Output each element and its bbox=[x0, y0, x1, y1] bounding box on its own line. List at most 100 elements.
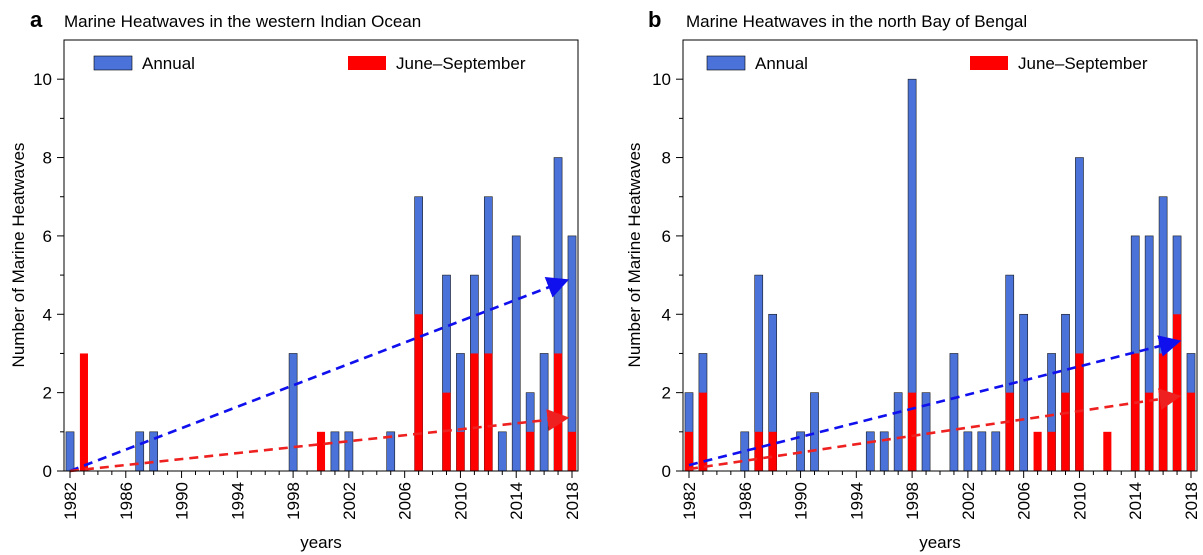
x-tick-label: 2014 bbox=[1126, 482, 1145, 520]
bar-annual-2003 bbox=[977, 431, 987, 472]
bar-annual-2002 bbox=[344, 431, 354, 472]
bar-june-september-1988 bbox=[768, 431, 777, 471]
y-axis-label: Number of Marine Heatwaves bbox=[625, 143, 644, 368]
y-tick-label: 0 bbox=[662, 462, 671, 481]
legend-label-annual: Annual bbox=[755, 54, 808, 73]
legend-swatch-june-september bbox=[970, 56, 1008, 70]
bar-annual-1996 bbox=[879, 431, 889, 472]
x-tick-label: 1998 bbox=[903, 482, 922, 520]
trend-line-annual bbox=[688, 335, 1182, 467]
legend: Annual June–September bbox=[706, 54, 1148, 73]
bar-annual-2002 bbox=[963, 431, 973, 472]
bar-june-september-2011 bbox=[470, 353, 479, 471]
x-tick-label: 2002 bbox=[340, 482, 359, 520]
y-ticks: 0 2 4 6 8 10 bbox=[652, 70, 683, 481]
bar-annual-2004 bbox=[991, 431, 1001, 472]
bar-june-september-2008 bbox=[1047, 431, 1056, 471]
legend-label-june-september: June–September bbox=[396, 54, 526, 73]
bar-june-september-2009 bbox=[1061, 392, 1070, 471]
legend-swatch-june-september bbox=[348, 56, 386, 70]
y-axis-label: Number of Marine Heatwaves bbox=[9, 143, 28, 368]
bar-june-september-1982 bbox=[684, 431, 694, 471]
trend-line-june-september bbox=[69, 409, 570, 473]
panel-label: a bbox=[30, 7, 43, 32]
bar-annual-2014 bbox=[511, 235, 521, 472]
trend-lines bbox=[688, 335, 1182, 471]
x-tick-label: 1998 bbox=[284, 482, 303, 520]
legend: Annual June–September bbox=[93, 54, 526, 73]
bar-june-september-1987 bbox=[754, 431, 763, 471]
bar-june-september-2012 bbox=[1103, 431, 1112, 471]
bar-june-september-2014 bbox=[1131, 353, 1140, 471]
panel-b: b Marine Heatwaves in the north Bay of B… bbox=[625, 7, 1201, 552]
trend-lines bbox=[69, 277, 570, 473]
x-tick-label: 1986 bbox=[117, 482, 136, 520]
x-tick-label: 2006 bbox=[1015, 482, 1034, 520]
bar-june-september-2017 bbox=[554, 353, 563, 471]
y-tick-label: 6 bbox=[662, 227, 671, 246]
bar-june-september-2007 bbox=[414, 314, 423, 471]
bar-june-september-2018 bbox=[1186, 392, 1196, 471]
bar-june-september-2005 bbox=[1005, 392, 1014, 471]
bar-annual-1982 bbox=[65, 431, 75, 472]
x-tick-label: 1982 bbox=[680, 482, 699, 520]
x-tick-label: 2014 bbox=[507, 482, 526, 520]
bar-june-september-1983 bbox=[79, 353, 88, 471]
x-tick-label: 1982 bbox=[61, 482, 80, 520]
y-tick-label: 8 bbox=[662, 149, 671, 168]
bar-june-september-2015 bbox=[526, 431, 535, 471]
bar-annual-2013 bbox=[497, 431, 507, 472]
bar-june-september-2000 bbox=[316, 431, 326, 471]
bar-june-september-2018 bbox=[567, 431, 577, 471]
trend-line-annual bbox=[69, 277, 570, 473]
x-tick-label: 2018 bbox=[1182, 482, 1201, 520]
legend-label-june-september: June–September bbox=[1018, 54, 1148, 73]
legend-swatch-annual bbox=[706, 55, 746, 71]
y-tick-label: 6 bbox=[43, 227, 52, 246]
annual-bars bbox=[684, 78, 1196, 472]
bar-june-september-1983 bbox=[698, 392, 707, 471]
x-tick-label: 1990 bbox=[173, 482, 192, 520]
x-tick-label: 1986 bbox=[736, 482, 755, 520]
bar-annual-2006 bbox=[1019, 313, 1029, 472]
x-tick-label: 1990 bbox=[792, 482, 811, 520]
x-tick-label: 2006 bbox=[396, 482, 415, 520]
chart-title: Marine Heatwaves in the north Bay of Ben… bbox=[686, 12, 1027, 31]
x-ticks: 1982 1986 1990 1994 1998 2002 2006 2010 2014 2018 bbox=[680, 471, 1201, 520]
bar-june-september-2017 bbox=[1173, 314, 1182, 471]
annual-bars bbox=[65, 157, 577, 472]
bar-annual-1998 bbox=[288, 353, 298, 472]
bar-annual-1997 bbox=[893, 392, 903, 472]
y-tick-label: 8 bbox=[43, 149, 52, 168]
panel-a: a Marine Heatwaves in the western Indian… bbox=[9, 7, 582, 552]
plot-frame bbox=[63, 39, 579, 472]
y-tick-label: 10 bbox=[652, 70, 671, 89]
bar-june-september-2012 bbox=[484, 353, 493, 471]
y-ticks: 0 2 4 6 8 10 bbox=[33, 70, 64, 481]
bar-annual-2001 bbox=[330, 431, 340, 472]
bar-june-september-2015 bbox=[1145, 392, 1154, 471]
y-tick-label: 10 bbox=[33, 70, 52, 89]
y-tick-label: 2 bbox=[43, 384, 52, 403]
x-tick-label: 2010 bbox=[451, 482, 470, 520]
bar-june-september-2010 bbox=[456, 431, 465, 471]
bar-june-september-2007 bbox=[1033, 431, 1042, 471]
y-tick-label: 0 bbox=[43, 462, 52, 481]
bar-annual-1991 bbox=[810, 392, 819, 472]
y-tick-label: 2 bbox=[662, 384, 671, 403]
bar-annual-2001 bbox=[949, 353, 959, 472]
bar-june-september-1998 bbox=[908, 392, 917, 471]
legend-swatch-annual bbox=[93, 55, 133, 71]
x-tick-label: 1994 bbox=[847, 482, 866, 520]
x-axis-label: years bbox=[919, 533, 961, 552]
panel-label: b bbox=[648, 7, 661, 32]
trend-line-june-september bbox=[688, 388, 1182, 471]
x-tick-label: 1994 bbox=[228, 482, 247, 520]
x-tick-label: 2010 bbox=[1070, 482, 1089, 520]
chart-title: Marine Heatwaves in the western Indian O… bbox=[64, 12, 421, 31]
bar-annual-1995 bbox=[865, 431, 875, 472]
bar-annual-2016 bbox=[539, 353, 549, 472]
x-tick-label: 2018 bbox=[563, 482, 582, 520]
x-axis-label: years bbox=[300, 533, 342, 552]
